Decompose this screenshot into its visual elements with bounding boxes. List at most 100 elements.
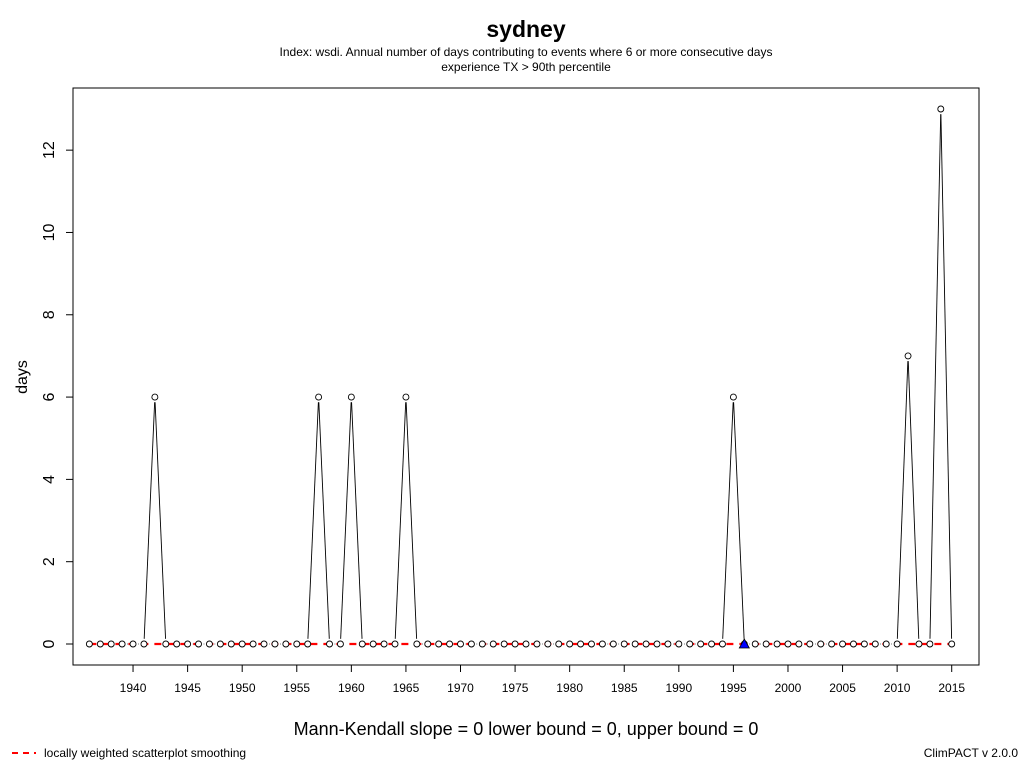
- data-point: [282, 640, 290, 648]
- chart-subtitle-line-2: experience TX > 90th percentile: [441, 60, 611, 74]
- y-tick-label: 2: [41, 557, 58, 566]
- missing-value-marker: [738, 638, 750, 649]
- data-point: [260, 640, 268, 648]
- series-segment: [907, 361, 920, 639]
- x-tick-label: 1955: [283, 681, 310, 695]
- data-point: [457, 640, 464, 648]
- data-point: [937, 105, 945, 113]
- data-point: [566, 640, 574, 648]
- data-point: [751, 640, 759, 648]
- data-point: [544, 640, 552, 648]
- series-segment: [318, 402, 330, 639]
- data-point: [358, 640, 366, 648]
- data-point: [478, 640, 486, 648]
- plot-area: [85, 105, 956, 649]
- data-point: [238, 640, 246, 648]
- data-point: [184, 640, 192, 648]
- data-point: [118, 640, 126, 648]
- y-tick-label: 4: [41, 475, 58, 484]
- data-point: [620, 640, 628, 648]
- data-point: [850, 640, 857, 648]
- x-tick-label: 1985: [611, 681, 638, 695]
- data-point: [686, 640, 694, 648]
- x-tick-label: 1980: [556, 681, 583, 695]
- data-point: [588, 640, 595, 648]
- data-point: [500, 640, 508, 648]
- x-tick-label: 2010: [884, 681, 911, 695]
- y-tick-label: 12: [41, 141, 58, 159]
- data-point: [555, 640, 563, 648]
- data-point: [609, 640, 617, 648]
- legend-label-lowess: locally weighted scatterplot smoothing: [44, 746, 246, 760]
- data-point: [522, 640, 530, 648]
- data-point: [806, 640, 814, 648]
- data-point: [107, 640, 115, 648]
- data-point: [85, 640, 93, 648]
- chart-title: sydney: [486, 16, 565, 42]
- data-point: [173, 640, 181, 648]
- data-point: [293, 640, 301, 648]
- legend: locally weighted scatterplot smoothing: [12, 746, 246, 760]
- data-point: [227, 640, 235, 648]
- data-point: [860, 640, 868, 648]
- data-point: [697, 640, 705, 648]
- data-point: [577, 640, 585, 648]
- data-point: [642, 640, 650, 648]
- data-point: [402, 393, 410, 401]
- data-point: [216, 640, 224, 648]
- y-tick-label: 0: [41, 639, 58, 648]
- data-point: [326, 640, 333, 648]
- data-point: [315, 393, 323, 401]
- data-point: [413, 640, 421, 648]
- data-point: [729, 393, 737, 401]
- x-tick-label: 2000: [775, 681, 802, 695]
- y-tick-label: 6: [41, 393, 58, 402]
- data-point: [140, 640, 148, 648]
- data-point: [424, 640, 432, 648]
- data-point: [675, 640, 683, 648]
- y-tick-label: 8: [41, 310, 58, 319]
- data-point: [195, 640, 202, 648]
- version-label: ClimPACT v 2.0.0: [924, 746, 1019, 760]
- x-tick-label: 1990: [665, 681, 692, 695]
- chart-subtitle-line-1: Index: wsdi. Annual number of days contr…: [280, 45, 773, 59]
- data-point: [271, 640, 279, 648]
- x-axis: 1940 1945 1950 1955 1960 1965 1970 1975 1980 1985…: [120, 664, 965, 695]
- data-point: [926, 640, 934, 648]
- data-point: [664, 640, 672, 648]
- data-point: [719, 640, 726, 648]
- series-segment: [154, 402, 167, 639]
- data-point: [882, 640, 890, 648]
- series-segment: [722, 402, 734, 639]
- series-segment: [929, 114, 942, 639]
- data-point: [96, 640, 104, 648]
- data-point: [871, 640, 879, 648]
- series-segment: [405, 402, 418, 639]
- x-tick-label: 1960: [338, 681, 365, 695]
- data-point: [904, 352, 912, 360]
- data-point: [839, 640, 847, 648]
- data-point: [446, 640, 454, 648]
- series-segment: [143, 402, 156, 639]
- data-point: [205, 640, 213, 648]
- data-point: [369, 640, 377, 648]
- series-segment: [351, 402, 363, 639]
- data-point: [347, 393, 355, 401]
- data-point: [817, 640, 825, 648]
- data-point: [631, 640, 639, 648]
- y-axis-label: days: [14, 360, 31, 394]
- data-point: [653, 640, 661, 648]
- data-point: [336, 640, 344, 648]
- data-point: [533, 640, 541, 648]
- plot-frame: [72, 87, 980, 666]
- x-tick-label: 1965: [393, 681, 420, 695]
- x-tick-label: 1995: [720, 681, 747, 695]
- x-tick-label: 1950: [229, 681, 256, 695]
- data-point: [762, 640, 770, 648]
- data-point: [915, 640, 923, 648]
- data-point: [784, 640, 792, 648]
- data-point: [304, 640, 312, 648]
- data-point: [795, 640, 803, 648]
- data-point: [162, 640, 170, 648]
